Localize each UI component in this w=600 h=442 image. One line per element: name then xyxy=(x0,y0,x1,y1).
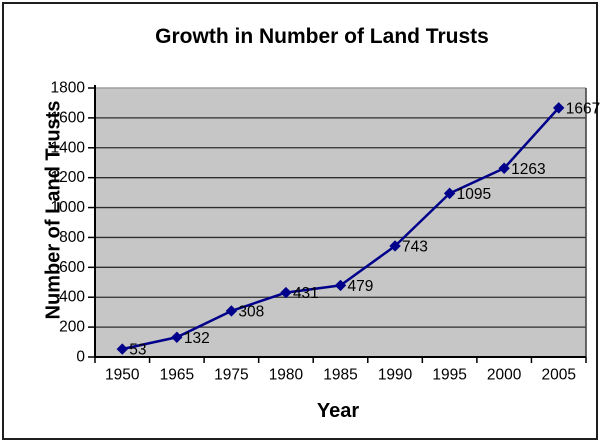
y-tick-label: 1000 xyxy=(51,199,86,216)
data-point-marker xyxy=(116,343,128,355)
y-tick-label: 1800 xyxy=(51,80,86,97)
x-tick-label: 2000 xyxy=(487,367,522,384)
x-tick-label: 1950 xyxy=(105,367,140,384)
data-point-marker xyxy=(498,162,510,174)
y-tick-label: 1600 xyxy=(51,109,86,126)
y-tick-label: 800 xyxy=(59,229,85,246)
y-tick-label: 1200 xyxy=(51,169,86,186)
y-tick-label: 600 xyxy=(59,259,85,276)
data-label: 53 xyxy=(129,342,146,359)
y-tick-label: 200 xyxy=(59,319,85,336)
data-point-marker xyxy=(280,286,292,299)
x-tick-label: 1985 xyxy=(323,367,357,384)
y-tick-label: 1400 xyxy=(51,139,86,156)
data-point-marker xyxy=(334,279,347,292)
x-tick-label: 2005 xyxy=(541,367,575,384)
x-tick-label: 1995 xyxy=(432,367,466,384)
x-tick-label: 1975 xyxy=(214,367,248,384)
data-label: 1667 xyxy=(566,100,600,117)
data-label: 743 xyxy=(402,238,428,255)
data-point-marker xyxy=(443,187,456,200)
data-label: 308 xyxy=(238,303,264,320)
plot-background xyxy=(95,88,586,357)
x-tick-label: 1990 xyxy=(378,367,413,384)
y-tick-label: 400 xyxy=(59,289,85,306)
data-point-marker xyxy=(225,305,238,317)
data-label: 431 xyxy=(293,285,319,302)
y-tick-label: 0 xyxy=(76,349,85,366)
x-tick-label: 1965 xyxy=(160,367,194,384)
x-axis-title: Year xyxy=(316,400,360,422)
data-label: 132 xyxy=(184,330,210,347)
data-label: 1095 xyxy=(457,186,491,203)
chart-title: Growth in Number of Land Trusts xyxy=(155,25,489,48)
data-label: 1263 xyxy=(511,161,545,178)
x-tick-label: 1980 xyxy=(269,367,304,384)
data-point-marker xyxy=(171,331,183,343)
data-point-marker xyxy=(553,102,565,114)
data-label: 479 xyxy=(348,278,374,295)
data-point-marker xyxy=(389,240,401,252)
